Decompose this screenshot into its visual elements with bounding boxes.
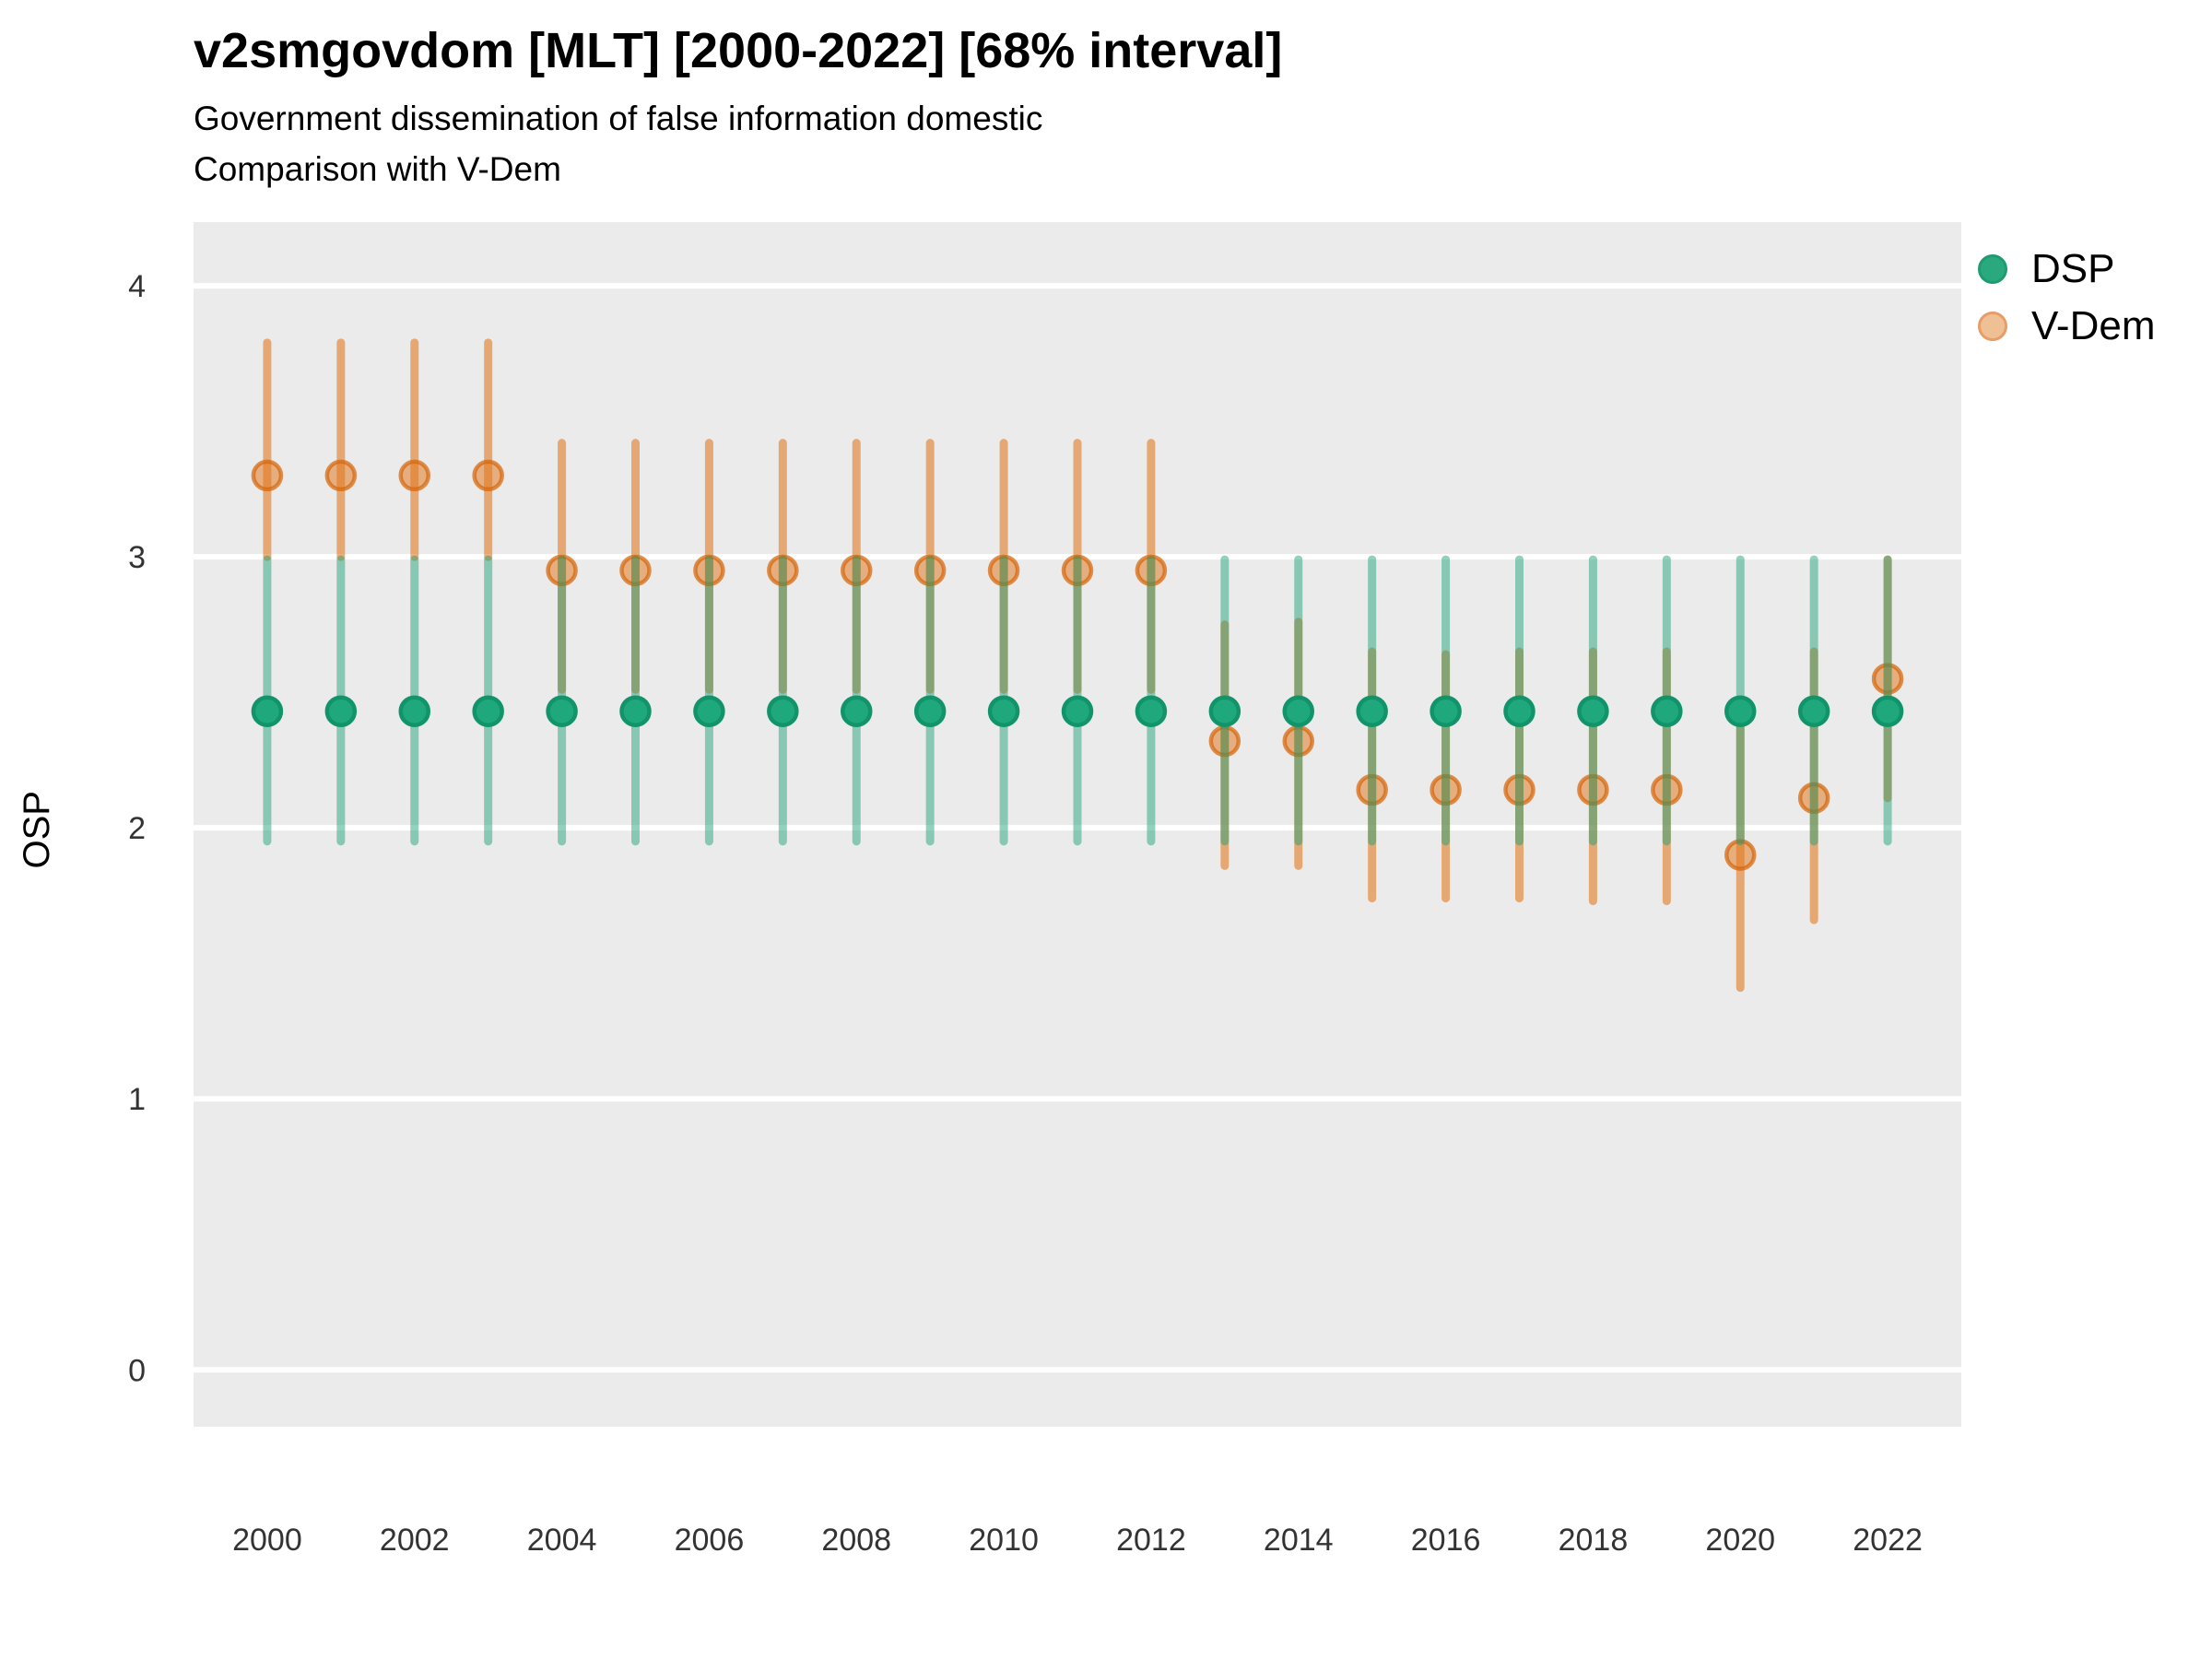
chart-title: v2smgovdom [MLT] [2000-2022] [68% interv… <box>194 23 1283 78</box>
chart-subtitle: Government dissemination of false inform… <box>194 100 1043 137</box>
dsp-point-2008 <box>841 695 873 727</box>
dsp-point-2002 <box>398 695 430 727</box>
y-tick-label-1: 1 <box>128 1082 146 1117</box>
x-tick-label-2022: 2022 <box>1853 1523 1923 1558</box>
x-tick-label-2018: 2018 <box>1559 1523 1629 1558</box>
vdem-point-2010 <box>987 554 1020 587</box>
x-tick-label-2008: 2008 <box>821 1523 891 1558</box>
dsp-point-icon <box>1978 254 2007 284</box>
x-tick-label-2002: 2002 <box>380 1523 450 1558</box>
vdem-point-2006 <box>693 554 725 587</box>
dsp-point-2000 <box>251 695 284 727</box>
dsp-point-2019 <box>1651 695 1683 727</box>
dsp-point-2009 <box>913 695 947 727</box>
x-tick-label-2010: 2010 <box>969 1523 1039 1558</box>
dsp-point-2015 <box>1356 695 1388 727</box>
dsp-point-2004 <box>546 695 578 727</box>
dsp-point-2022 <box>1871 695 1904 727</box>
vdem-point-2005 <box>619 554 652 587</box>
y-tick-label-4: 4 <box>128 269 146 304</box>
vdem-point-2021 <box>1797 782 1830 815</box>
legend: DSP V-Dem <box>1978 246 2156 348</box>
dsp-point-2011 <box>1061 695 1094 727</box>
vdem-point-2011 <box>1061 554 1094 587</box>
dsp-point-2021 <box>1797 695 1830 727</box>
vdem-point-2020 <box>1724 839 1757 871</box>
dsp-point-2012 <box>1135 695 1168 727</box>
x-tick-label-2012: 2012 <box>1116 1523 1186 1558</box>
dsp-point-2010 <box>987 695 1020 727</box>
x-tick-label-2004: 2004 <box>527 1523 597 1558</box>
vdem-point-2002 <box>398 459 430 492</box>
vdem-point-2004 <box>546 554 578 587</box>
legend-item-vdem: V-Dem <box>1978 303 2156 348</box>
vdem-point-2015 <box>1356 773 1388 806</box>
dsp-point-2017 <box>1503 695 1535 727</box>
vdem-point-2022 <box>1871 663 1904 695</box>
chart-subtitle-comparison: Comparison with V-Dem <box>194 150 561 188</box>
dsp-point-2020 <box>1724 695 1757 727</box>
vdem-point-2003 <box>472 459 504 492</box>
x-tick-label-2016: 2016 <box>1411 1523 1481 1558</box>
y-tick-label-0: 0 <box>128 1353 146 1388</box>
dsp-point-2013 <box>1208 695 1241 727</box>
y-tick-label-2: 2 <box>128 811 146 846</box>
vdem-point-2019 <box>1651 773 1683 806</box>
vdem-point-2000 <box>251 459 284 492</box>
vdem-point-2013 <box>1208 724 1241 758</box>
dsp-point-2018 <box>1577 695 1609 727</box>
x-tick-label-2000: 2000 <box>232 1523 302 1558</box>
vdem-point-2007 <box>767 554 799 587</box>
dsp-point-2005 <box>619 695 652 727</box>
legend-label-dsp: DSP <box>2031 246 2115 291</box>
dsp-point-2006 <box>693 695 725 727</box>
vdem-point-2001 <box>324 459 358 492</box>
vdem-point-2018 <box>1577 773 1609 806</box>
vdem-point-2016 <box>1430 773 1462 806</box>
dsp-point-2003 <box>472 695 504 727</box>
y-tick-label-3: 3 <box>128 540 146 575</box>
vdem-point-2017 <box>1503 773 1535 806</box>
dsp-point-2014 <box>1282 695 1314 727</box>
x-tick-label-2014: 2014 <box>1264 1523 1334 1558</box>
vdem-point-2009 <box>913 554 947 587</box>
dsp-point-2001 <box>324 695 358 727</box>
vdem-point-2014 <box>1282 724 1314 758</box>
vdem-point-2012 <box>1135 554 1168 587</box>
legend-item-dsp: DSP <box>1978 246 2155 291</box>
x-tick-label-2020: 2020 <box>1705 1523 1775 1558</box>
dsp-point-2016 <box>1430 695 1462 727</box>
legend-label-vdem: V-Dem <box>2031 303 2156 348</box>
dsp-point-2007 <box>767 695 799 727</box>
vdem-point-icon <box>1978 312 2007 341</box>
vdem-point-2008 <box>841 554 873 587</box>
x-tick-label-2006: 2006 <box>675 1523 745 1558</box>
